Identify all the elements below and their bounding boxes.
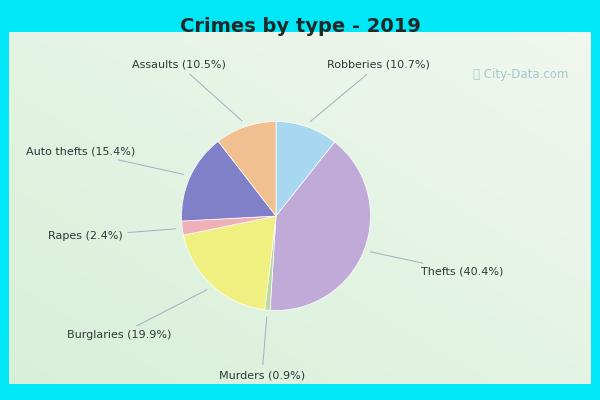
Text: Robberies (10.7%): Robberies (10.7%) xyxy=(311,60,430,121)
Text: Murders (0.9%): Murders (0.9%) xyxy=(219,317,305,380)
Text: Rapes (2.4%): Rapes (2.4%) xyxy=(48,229,176,241)
Text: Auto thefts (15.4%): Auto thefts (15.4%) xyxy=(26,146,184,174)
Text: Thefts (40.4%): Thefts (40.4%) xyxy=(371,252,503,276)
Text: Assaults (10.5%): Assaults (10.5%) xyxy=(132,60,242,121)
Text: Burglaries (19.9%): Burglaries (19.9%) xyxy=(67,290,207,340)
Wedge shape xyxy=(276,122,335,216)
Text: ⓘ City-Data.com: ⓘ City-Data.com xyxy=(473,68,569,81)
Wedge shape xyxy=(270,142,370,310)
Text: Crimes by type - 2019: Crimes by type - 2019 xyxy=(179,17,421,36)
Wedge shape xyxy=(182,216,276,235)
Wedge shape xyxy=(265,216,276,310)
Wedge shape xyxy=(218,122,276,216)
Wedge shape xyxy=(184,216,276,310)
Wedge shape xyxy=(182,141,276,221)
